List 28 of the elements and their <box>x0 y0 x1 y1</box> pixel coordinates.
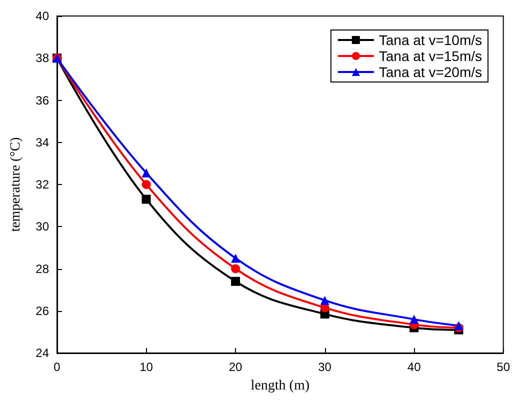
y-tick-label: 30 <box>36 220 50 234</box>
x-tick-label: 40 <box>407 360 422 374</box>
point <box>231 276 240 286</box>
point <box>410 314 419 324</box>
y-tick-label: 28 <box>36 262 50 276</box>
y-tick-label: 38 <box>36 51 50 66</box>
x-tick-label: 0 <box>54 360 61 374</box>
y-tick-label: 34 <box>36 135 50 150</box>
x-axis-title: length (m) <box>250 378 310 394</box>
point <box>231 254 240 263</box>
point <box>142 180 151 189</box>
y-tick-label: 24 <box>36 346 50 360</box>
y-tick-label: 26 <box>36 304 50 318</box>
x-tick-label: 50 <box>496 360 510 374</box>
point <box>320 296 330 305</box>
legend-label: Tana at v=10m/s <box>378 32 482 48</box>
point <box>142 194 151 204</box>
x-tick-label: 10 <box>140 360 154 374</box>
point <box>142 168 151 178</box>
point <box>231 264 240 274</box>
x-tick-label: 30 <box>318 360 332 374</box>
y-tick-label: 40 <box>36 9 50 23</box>
y-tick-label: 32 <box>36 178 50 192</box>
x-tick-label: 20 <box>228 360 243 374</box>
legend-label: Tana at v=20m/s <box>378 64 482 80</box>
y-tick-label: 36 <box>36 93 50 108</box>
legend-label: Tana at v=15m/s <box>378 48 482 64</box>
y-axis-title: temperature (°C) <box>8 136 24 232</box>
